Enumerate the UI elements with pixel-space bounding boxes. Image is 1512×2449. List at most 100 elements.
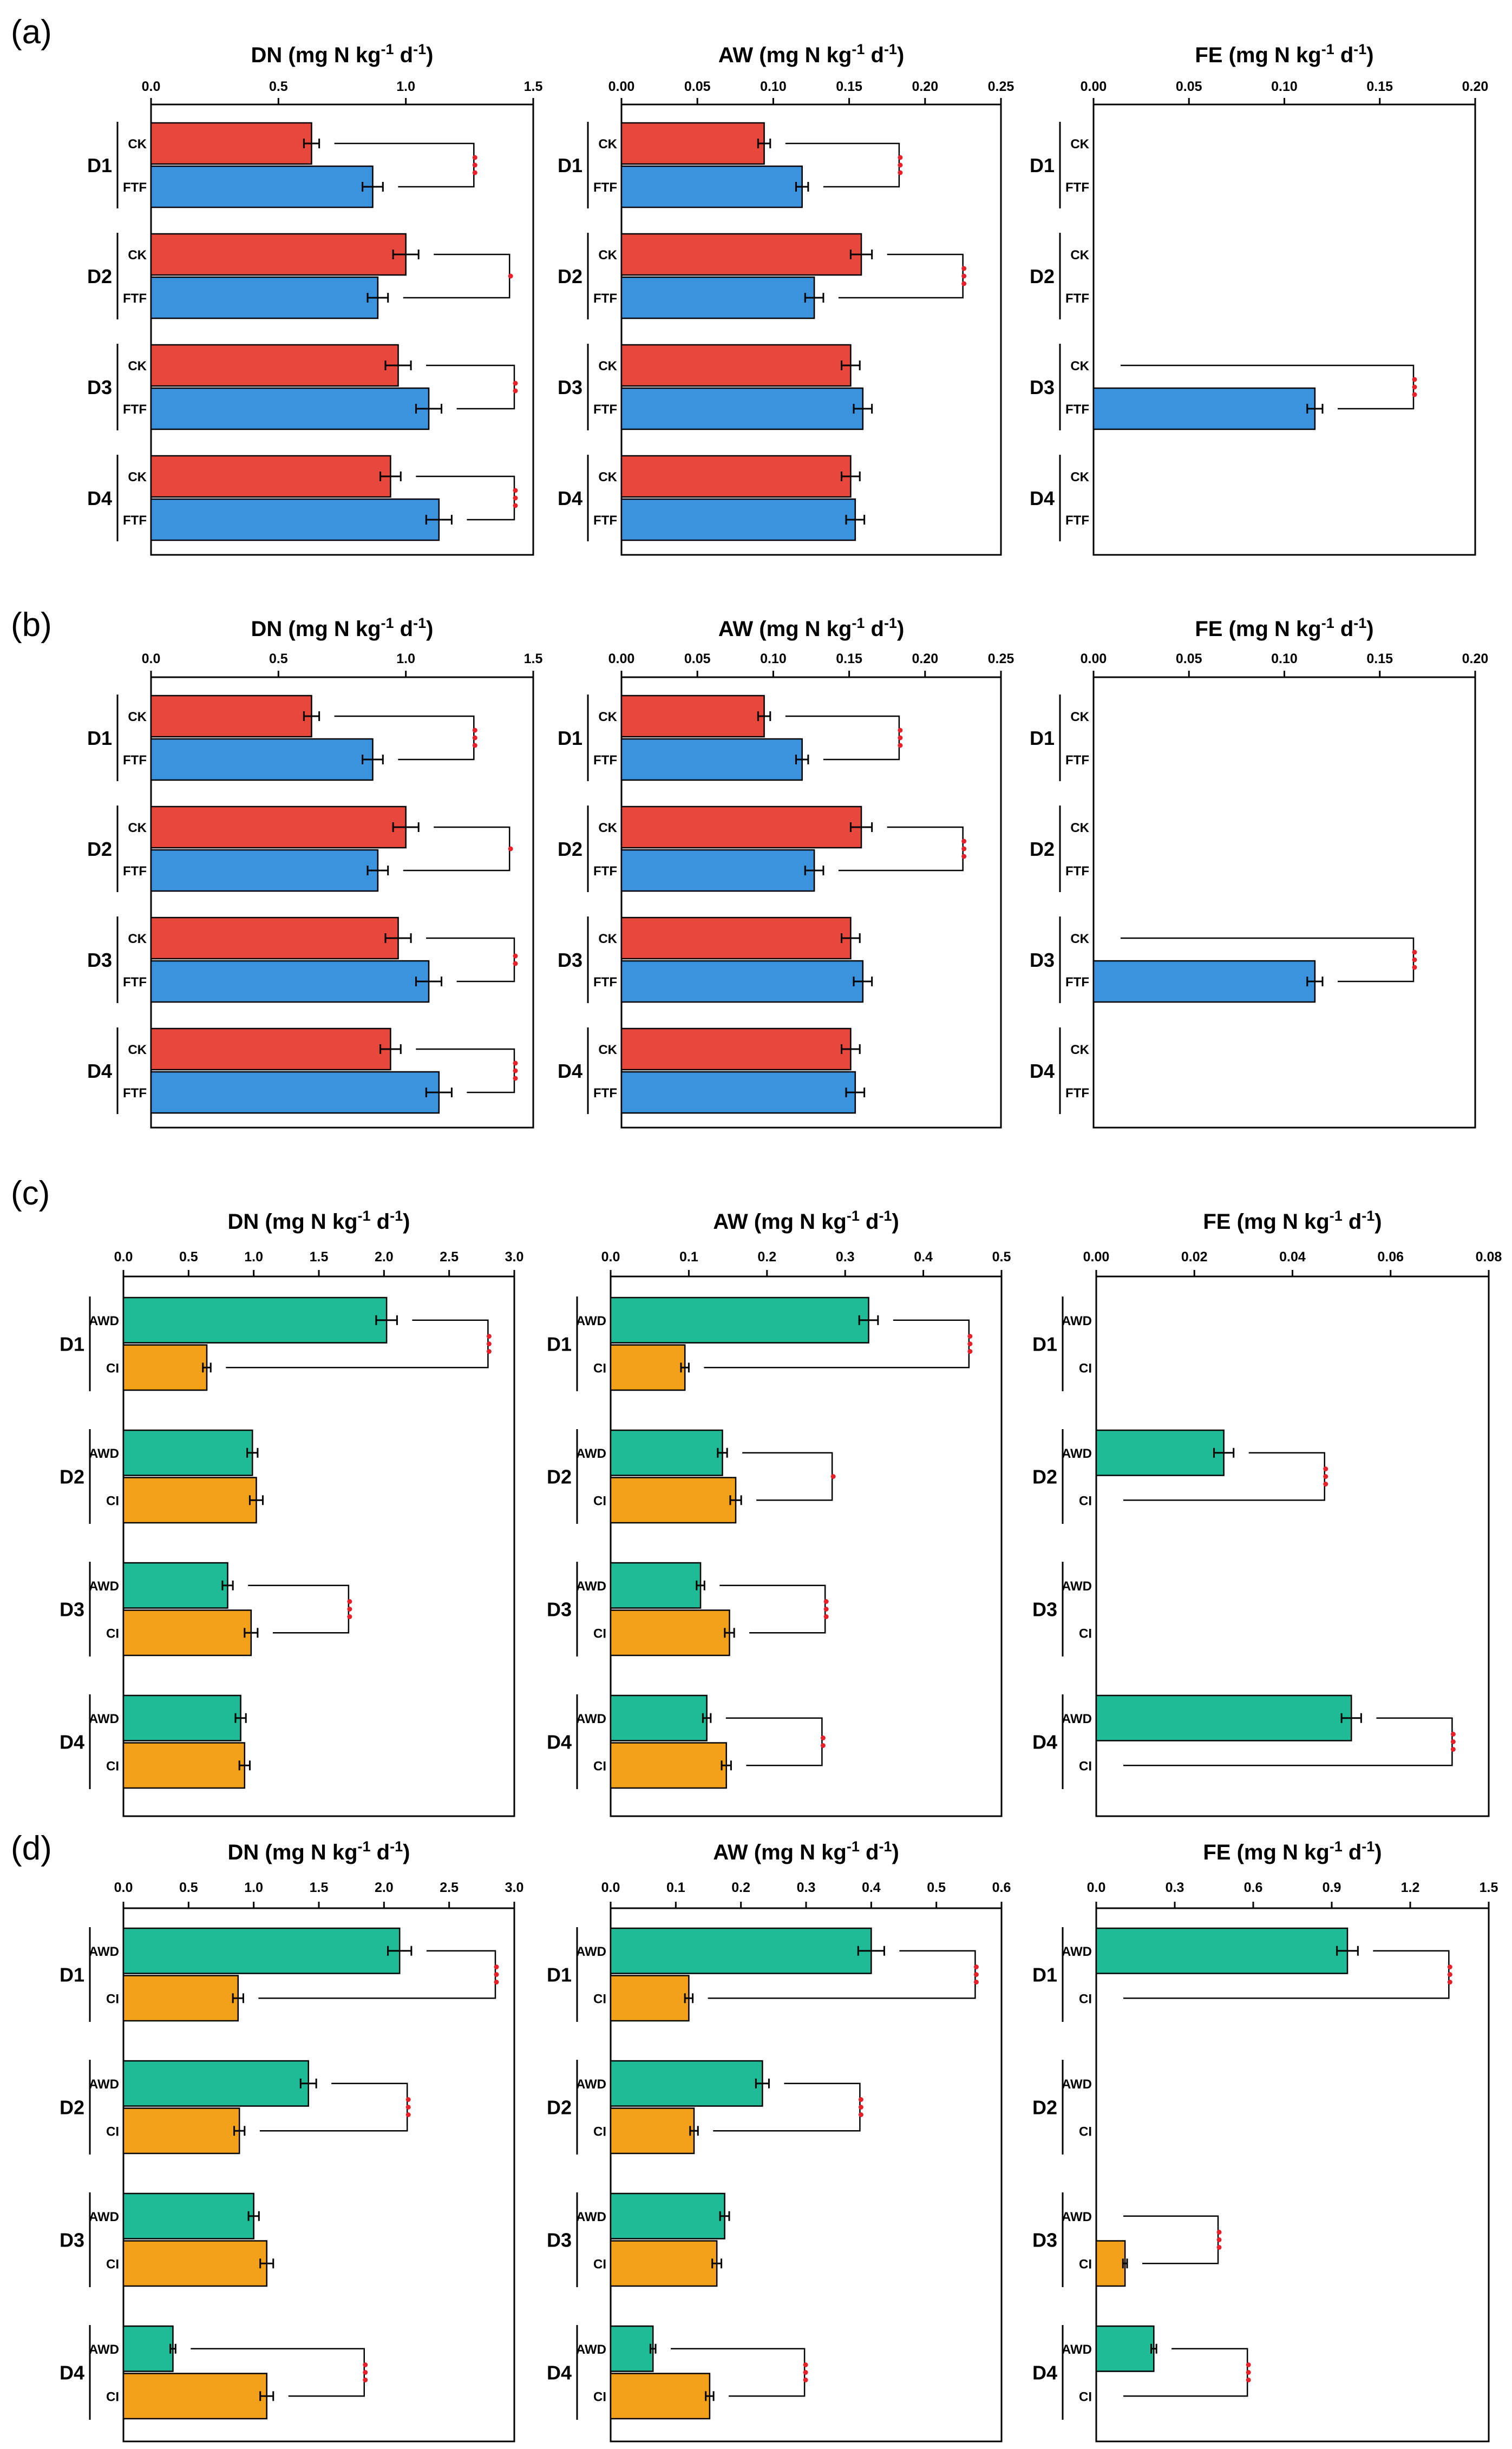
- x-tick-label: 0.15: [1366, 651, 1393, 666]
- treatment-label: CI: [1079, 1626, 1092, 1641]
- significance-star: [363, 2370, 368, 2375]
- title-text: ): [897, 617, 904, 641]
- x-tick-label: 0.5: [269, 79, 288, 94]
- significance-star: [898, 170, 903, 175]
- x-tick-label: 0.1: [679, 1249, 698, 1265]
- bar-ftf: [150, 1071, 440, 1114]
- title-text: ): [892, 1210, 899, 1234]
- treatment-label: FTF: [593, 753, 617, 768]
- significance-star: [486, 1349, 492, 1354]
- group-label: D4: [1030, 487, 1055, 509]
- group-d1: D1 AWD CI: [547, 1296, 973, 1391]
- treatment-label: CK: [1070, 821, 1089, 835]
- bar-ck: [150, 916, 399, 960]
- plot-frame: [150, 676, 534, 1129]
- significance-star: [898, 162, 903, 168]
- x-tick-label: 0.4: [862, 1880, 881, 1895]
- treatment-label: AWD: [89, 1579, 119, 1594]
- treatment-label: CI: [106, 1626, 119, 1641]
- bar-ci: [610, 1344, 686, 1391]
- significance-star: [508, 273, 513, 279]
- significance-star: [508, 846, 513, 852]
- x-tick-label: 1.5: [310, 1880, 329, 1895]
- connector-line: [725, 1717, 823, 1766]
- bar-awd: [122, 2325, 174, 2372]
- title-text: d: [865, 43, 884, 67]
- group-d1: D1 AWD CI: [1032, 1927, 1452, 2022]
- title-superscript: -1: [1321, 615, 1334, 631]
- bar-awd: [1095, 1927, 1349, 1974]
- treatment-label: FTF: [123, 1086, 147, 1101]
- chart-title: AW (mg N kg-1 d-1): [713, 1208, 899, 1234]
- chart-aw: AW (mg N kg-1 d-1)0.0 0.1 0.2 0.3 0.4 0.5 0.6D…: [547, 1838, 1011, 2443]
- significance-star: [973, 1980, 979, 1985]
- connector-line: [403, 253, 510, 299]
- group-d1: D1 CK FTF: [1030, 122, 1090, 208]
- x-tick-label: 0.5: [992, 1249, 1011, 1265]
- title-text: ): [892, 1841, 899, 1864]
- significance-bracket: [416, 475, 518, 521]
- treatment-label: CK: [128, 248, 147, 263]
- significance-star: [1216, 2230, 1222, 2235]
- x-tick-label: 2.0: [375, 1880, 394, 1895]
- significance-star: [973, 1965, 979, 1969]
- treatment-label: CK: [128, 137, 147, 152]
- x-tick-label: 1.0: [244, 1249, 263, 1265]
- x-tick-label: 0.5: [179, 1249, 198, 1265]
- group-label: D3: [1032, 2229, 1057, 2251]
- group-d3: D3 AWD CI: [547, 1562, 829, 1656]
- title-superscript: -1: [1330, 1208, 1343, 1224]
- bar-awd: [122, 1429, 253, 1476]
- significance-star: [486, 1334, 492, 1339]
- treatment-label: FTF: [123, 753, 147, 768]
- title-text: d: [371, 1841, 390, 1864]
- group-d1: D1 CK FTF: [87, 695, 477, 781]
- title-superscript: -1: [413, 615, 426, 631]
- x-tick-label: 0.0: [114, 1249, 133, 1265]
- significance-star: [513, 488, 518, 493]
- significance-star: [347, 1599, 352, 1604]
- treatment-label: CI: [593, 1759, 606, 1773]
- group-label: D1: [558, 727, 582, 749]
- group-label: D3: [558, 949, 582, 971]
- bar-ci: [122, 2107, 240, 2155]
- x-tick-label: 0.02: [1181, 1249, 1208, 1265]
- group-d4: D4 AWD CI: [60, 1694, 251, 1789]
- significance-star: [961, 273, 967, 279]
- panel-a: (a)DN (mg N kg-1 d-1)0.0 0.5 1.0 1.5D1CKFTF…: [11, 14, 1488, 556]
- group-d2: D2 AWD CI: [547, 2060, 863, 2155]
- title-superscript: -1: [879, 1838, 892, 1855]
- bar-ftf: [150, 387, 430, 430]
- treatment-label: CK: [598, 1043, 617, 1057]
- title-text: DN (mg N kg: [251, 43, 381, 67]
- significance-star: [1412, 950, 1417, 955]
- group-label: D2: [60, 1466, 84, 1488]
- title-superscript: -1: [358, 1838, 371, 1855]
- significance-star: [1447, 1965, 1452, 1969]
- bar-awd: [1095, 1429, 1225, 1476]
- treatment-label: CK: [598, 248, 617, 263]
- treatment-label: CI: [106, 1494, 119, 1508]
- group-d2: D2 CK FTF: [87, 806, 513, 892]
- x-tick-label: 0.3: [797, 1880, 816, 1895]
- title-text: DN (mg N kg: [228, 1210, 358, 1234]
- group-d3: D3 AWD CI: [1032, 1562, 1092, 1656]
- group-label: D2: [547, 1466, 572, 1488]
- connector-line: [742, 1452, 833, 1501]
- title-superscript: -1: [1353, 41, 1366, 57]
- title-text: FE (mg N kg: [1203, 1841, 1329, 1864]
- significance-star: [1450, 1732, 1456, 1737]
- chart-title: AW (mg N kg-1 d-1): [718, 41, 905, 67]
- treatment-label: CK: [128, 470, 147, 484]
- group-d4: D4 CK FTF: [1030, 1027, 1090, 1114]
- title-text: DN (mg N kg: [228, 1841, 358, 1864]
- x-tick-label: 0.6: [1244, 1880, 1263, 1895]
- x-tick-label: 1.0: [396, 651, 415, 666]
- x-tick-label: 0.3: [1166, 1880, 1184, 1895]
- significance-star: [1323, 1474, 1328, 1479]
- significance-bracket: [416, 1048, 518, 1093]
- treatment-label: CK: [1070, 710, 1089, 724]
- group-d1: D1 AWD CI: [547, 1927, 979, 2022]
- treatment-label: CI: [1079, 1759, 1092, 1773]
- group-label: D2: [87, 838, 112, 860]
